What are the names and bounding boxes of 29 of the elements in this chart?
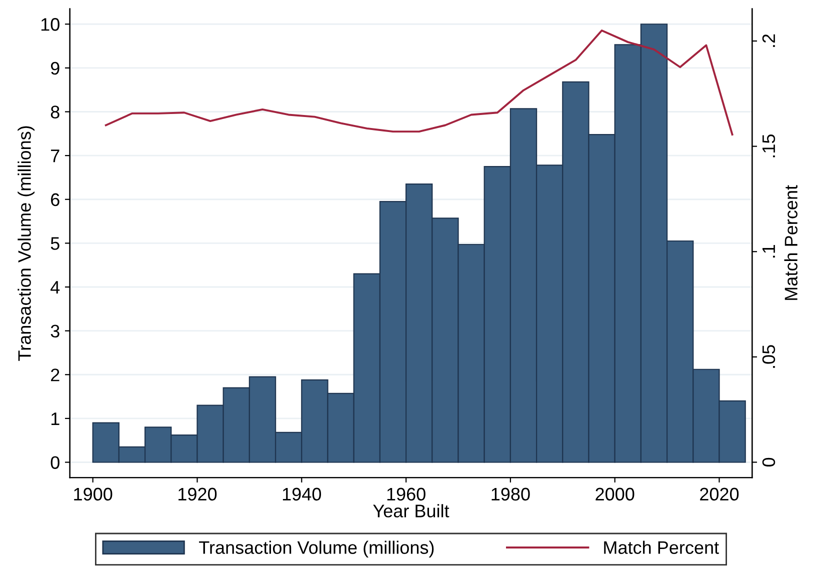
y-tick-label: 1 bbox=[51, 412, 60, 425]
y2-tick-label: .2 bbox=[762, 34, 775, 47]
x-tick-label: 1940 bbox=[282, 488, 322, 501]
x-tick-label: 2020 bbox=[700, 488, 739, 501]
y2-axis-title: Match Percent bbox=[784, 185, 798, 300]
x-tick-label: 1960 bbox=[387, 488, 426, 501]
y2-tick-label: 0 bbox=[762, 458, 776, 467]
x-tick-label: 2000 bbox=[596, 488, 634, 501]
y-tick-label: 9 bbox=[50, 62, 60, 75]
y2-tick-label: .1 bbox=[762, 244, 775, 258]
y-tick-label: 2 bbox=[51, 368, 60, 382]
legend-label: Transaction Volume (millions) bbox=[199, 540, 434, 558]
x-axis-title: Year Built bbox=[373, 504, 450, 518]
x-tick-label: 1980 bbox=[492, 488, 530, 501]
y-tick-label: 7 bbox=[51, 150, 60, 162]
y2-tick-label: .05 bbox=[762, 345, 776, 368]
y-tick-label: 5 bbox=[50, 237, 60, 250]
y-tick-label: 3 bbox=[50, 324, 60, 338]
y-tick-label: 0 bbox=[50, 456, 60, 469]
y-tick-label: 6 bbox=[51, 193, 60, 206]
y-tick-label: 4 bbox=[50, 281, 60, 294]
y2-tick-label: .15 bbox=[762, 134, 776, 158]
x-tick-label: 1900 bbox=[74, 488, 112, 501]
y-axis-title: Transaction Volume (millions) bbox=[18, 126, 35, 361]
line-series bbox=[104, 30, 734, 136]
legend-label: Match Percent bbox=[604, 540, 719, 554]
x-tick-label: 1920 bbox=[178, 488, 217, 501]
y-tick-label: 8 bbox=[50, 106, 60, 118]
y-tick-label: 10 bbox=[41, 18, 60, 31]
